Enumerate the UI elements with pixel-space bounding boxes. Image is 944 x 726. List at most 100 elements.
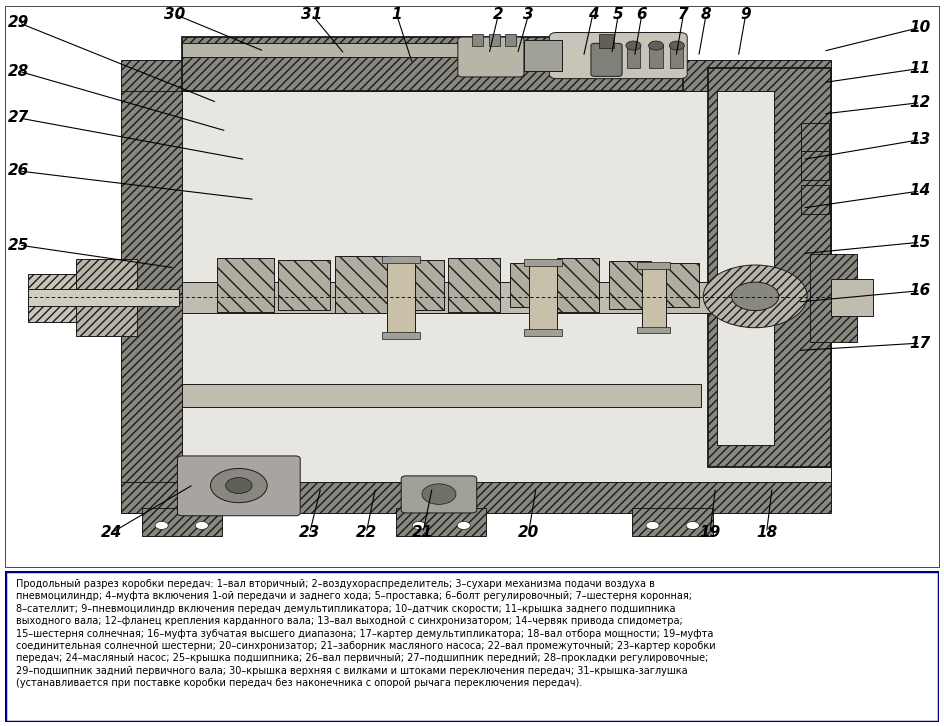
FancyBboxPatch shape [831, 280, 873, 317]
FancyBboxPatch shape [670, 46, 683, 68]
FancyBboxPatch shape [382, 333, 420, 339]
FancyBboxPatch shape [76, 259, 137, 336]
FancyBboxPatch shape [392, 260, 444, 310]
FancyBboxPatch shape [121, 80, 182, 513]
FancyBboxPatch shape [632, 508, 713, 536]
Text: 7: 7 [678, 7, 689, 22]
FancyBboxPatch shape [396, 508, 486, 536]
FancyBboxPatch shape [182, 282, 774, 314]
FancyBboxPatch shape [524, 330, 562, 336]
FancyBboxPatch shape [524, 40, 562, 71]
Text: 12: 12 [910, 95, 931, 110]
Text: 13: 13 [910, 132, 931, 147]
Circle shape [413, 521, 426, 529]
Circle shape [626, 41, 641, 50]
FancyBboxPatch shape [774, 114, 831, 468]
FancyBboxPatch shape [5, 571, 939, 722]
Text: 6: 6 [636, 7, 648, 22]
FancyBboxPatch shape [661, 263, 699, 307]
FancyBboxPatch shape [401, 476, 477, 513]
FancyBboxPatch shape [182, 383, 701, 407]
Text: 17: 17 [910, 335, 931, 351]
Circle shape [422, 484, 456, 505]
Text: 10: 10 [910, 20, 931, 35]
Text: 30: 30 [164, 7, 185, 22]
FancyBboxPatch shape [458, 37, 524, 77]
Circle shape [669, 41, 684, 50]
FancyBboxPatch shape [717, 91, 774, 444]
FancyBboxPatch shape [529, 264, 557, 332]
FancyBboxPatch shape [489, 34, 500, 46]
Text: 19: 19 [700, 526, 720, 540]
FancyBboxPatch shape [524, 259, 562, 266]
Text: 23: 23 [299, 526, 320, 540]
Circle shape [211, 468, 267, 502]
Text: Продольный разрез коробки передач: 1–вал вторичный; 2–воздухораспределитель; 3–с: Продольный разрез коробки передач: 1–вал… [16, 579, 716, 688]
FancyBboxPatch shape [708, 68, 831, 468]
Circle shape [646, 521, 659, 529]
FancyBboxPatch shape [637, 327, 670, 333]
FancyBboxPatch shape [801, 151, 829, 179]
Text: 29: 29 [8, 15, 29, 30]
FancyBboxPatch shape [121, 60, 831, 91]
FancyBboxPatch shape [278, 260, 330, 310]
Circle shape [457, 521, 470, 529]
Text: 20: 20 [518, 526, 539, 540]
FancyBboxPatch shape [142, 508, 222, 536]
FancyBboxPatch shape [28, 274, 123, 322]
FancyBboxPatch shape [505, 34, 516, 46]
FancyBboxPatch shape [599, 34, 614, 49]
Circle shape [732, 282, 779, 311]
Text: 16: 16 [910, 283, 931, 298]
FancyBboxPatch shape [121, 481, 831, 513]
FancyBboxPatch shape [591, 44, 622, 76]
FancyBboxPatch shape [627, 46, 640, 68]
Circle shape [195, 521, 209, 529]
FancyBboxPatch shape [182, 91, 831, 481]
FancyBboxPatch shape [387, 261, 415, 335]
Text: 5: 5 [613, 7, 624, 22]
FancyBboxPatch shape [448, 258, 500, 312]
Text: 1: 1 [391, 7, 402, 22]
Circle shape [649, 41, 664, 50]
FancyBboxPatch shape [335, 256, 387, 314]
Circle shape [226, 478, 252, 494]
Text: 28: 28 [8, 64, 29, 78]
FancyBboxPatch shape [182, 43, 683, 57]
Text: 21: 21 [413, 526, 433, 540]
Text: 8: 8 [700, 7, 712, 22]
Text: 15: 15 [910, 234, 931, 250]
Text: 31: 31 [301, 7, 322, 22]
FancyBboxPatch shape [0, 0, 944, 570]
Text: 18: 18 [756, 526, 777, 540]
FancyBboxPatch shape [801, 123, 829, 151]
FancyBboxPatch shape [637, 262, 670, 269]
Text: 14: 14 [910, 184, 931, 198]
Text: 22: 22 [356, 526, 377, 540]
FancyBboxPatch shape [642, 266, 666, 329]
Text: 26: 26 [8, 163, 29, 179]
Text: 4: 4 [587, 7, 598, 22]
FancyBboxPatch shape [810, 253, 857, 342]
FancyBboxPatch shape [609, 261, 651, 309]
Circle shape [686, 521, 700, 529]
FancyBboxPatch shape [801, 185, 829, 213]
FancyBboxPatch shape [177, 456, 300, 515]
FancyBboxPatch shape [557, 258, 599, 312]
Text: 24: 24 [101, 526, 122, 540]
FancyBboxPatch shape [217, 258, 274, 312]
Text: 11: 11 [910, 61, 931, 76]
FancyBboxPatch shape [649, 46, 663, 68]
FancyBboxPatch shape [472, 34, 483, 46]
Text: 2: 2 [493, 7, 504, 22]
Bar [28, 289, 179, 306]
Text: 27: 27 [8, 110, 29, 126]
FancyBboxPatch shape [510, 263, 552, 307]
FancyBboxPatch shape [182, 37, 683, 91]
FancyBboxPatch shape [382, 256, 420, 264]
Text: 3: 3 [523, 7, 534, 22]
Circle shape [703, 265, 807, 327]
Circle shape [155, 521, 168, 529]
Text: 25: 25 [8, 237, 29, 253]
FancyBboxPatch shape [549, 33, 687, 78]
